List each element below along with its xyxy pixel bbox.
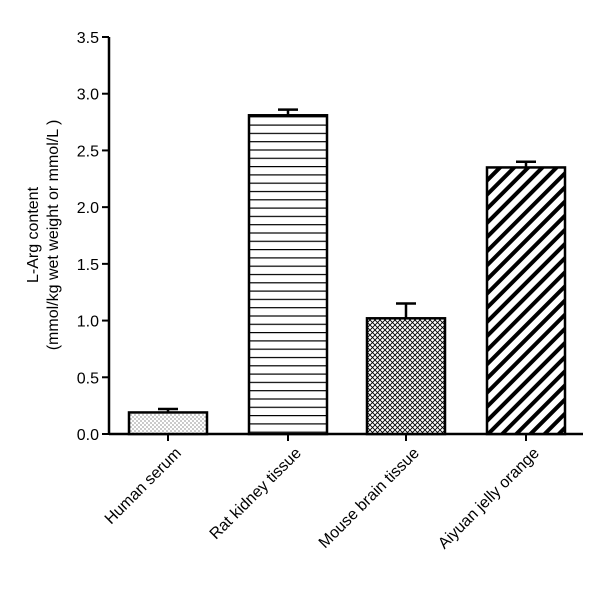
bar-mouse-brain-tissue bbox=[365, 317, 447, 436]
y-tick-label: 1.5 bbox=[77, 257, 99, 274]
y-axis-label: L-Arg content (mmol/kg wet weight or mmo… bbox=[25, 120, 62, 351]
category-label: Human serum bbox=[102, 445, 185, 528]
y-axis-label-line-2: (mmol/kg wet weight or mmol/L ) bbox=[45, 120, 62, 351]
y-tick-label: 3.0 bbox=[77, 87, 99, 104]
error-bars-group bbox=[158, 108, 536, 413]
y-tick-label: 1.0 bbox=[77, 314, 99, 331]
bar-aiyuan-jelly-orange bbox=[485, 166, 567, 436]
y-tick-label: 0.5 bbox=[77, 370, 99, 387]
category-label: Rat kidney tissue bbox=[207, 445, 305, 543]
y-tick-label: 0.0 bbox=[77, 427, 99, 444]
bar-human-serum bbox=[127, 411, 209, 436]
y-tick-label: 2.0 bbox=[77, 200, 99, 217]
category-label: Mouse brain tissue bbox=[316, 445, 423, 552]
y-tick-label: 3.5 bbox=[77, 30, 99, 47]
bar-rat-kidney-tissue bbox=[247, 114, 329, 436]
y-axis-label-line-1: L-Arg content bbox=[25, 186, 42, 283]
y-tick-label: 2.5 bbox=[77, 143, 99, 160]
category-label: Aiyuan jelly orange bbox=[435, 445, 543, 553]
category-labels-group: Human serum Rat kidney tissue Mouse brain … bbox=[102, 445, 543, 553]
bars-group bbox=[127, 114, 567, 436]
y-axis: 0.0 0.5 1.0 1.5 2.0 2.5 3.0 3.5 bbox=[77, 30, 111, 444]
